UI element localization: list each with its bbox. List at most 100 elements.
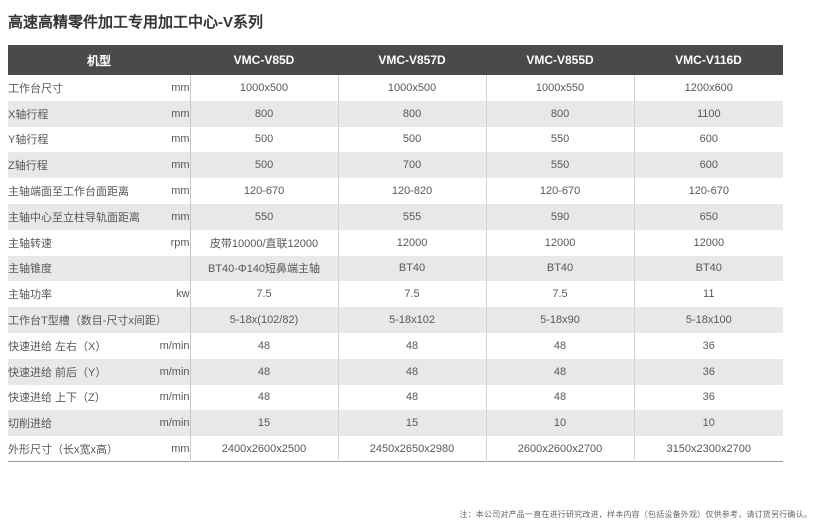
spec-value: 5-18x102 [338, 307, 487, 333]
spec-value: 120-670 [486, 178, 635, 204]
header-model-vmc-v85d: VMC-V85D [190, 45, 339, 75]
spec-value: BT40 [634, 255, 784, 282]
spec-value: 550 [190, 203, 339, 230]
row-label: 快速进给 前后（Y） [8, 358, 150, 385]
row-label: 快速进给 上下（Z） [8, 384, 150, 411]
spec-value: 48 [486, 384, 635, 411]
spec-value: 48 [190, 358, 339, 385]
spec-value: BT40 [486, 255, 635, 282]
table-row: 主轴功率 kw 7.5 7.5 7.5 11 [8, 281, 784, 308]
spec-value: 555 [338, 203, 487, 230]
table-row: 主轴转速 rpm 皮带10000/直联12000 12000 12000 12000 [8, 229, 784, 256]
row-unit [150, 255, 191, 282]
header-model-vmc-v855d: VMC-V855D [486, 45, 635, 75]
spec-value: 5-18x(102/82) [190, 307, 339, 333]
spec-value: 120-820 [338, 178, 487, 204]
spec-value: 12000 [338, 229, 487, 256]
row-unit: mm [150, 178, 191, 204]
row-unit: mm [150, 126, 191, 153]
spec-value: 36 [634, 332, 784, 359]
spec-table-body: 工作台尺寸 mm 1000x500 1000x500 1000x550 1200x600 X… [8, 75, 784, 462]
spec-value: 48 [190, 332, 339, 359]
spec-value: 48 [486, 358, 635, 385]
spec-value: 590 [486, 203, 635, 230]
row-label: 主轴转速 [8, 229, 150, 256]
spec-value: BT40-Φ140短鼻端主轴 [190, 255, 339, 282]
spec-value: 36 [634, 384, 784, 411]
spec-value: 550 [486, 126, 635, 153]
spec-value: 120-670 [634, 178, 784, 204]
spec-value: 7.5 [190, 281, 339, 308]
row-unit: mm [150, 75, 191, 101]
spec-value: 11 [634, 281, 784, 308]
spec-value: 800 [338, 100, 487, 127]
spec-value: 48 [190, 384, 339, 411]
spec-value: 5-18x90 [486, 307, 635, 333]
table-row: Y轴行程 mm 500 500 550 600 [8, 126, 784, 153]
spec-value: 皮带10000/直联12000 [190, 229, 339, 256]
spec-value: 800 [486, 100, 635, 127]
spec-value: 7.5 [486, 281, 635, 308]
spec-value: 500 [338, 126, 487, 153]
spec-value: 12000 [486, 229, 635, 256]
row-unit: kw [150, 281, 191, 308]
row-label: X轴行程 [8, 100, 150, 127]
table-row: 切削进给 m/min 15 15 10 10 [8, 410, 784, 437]
table-row: 主轴锥度 BT40-Φ140短鼻端主轴 BT40 BT40 BT40 [8, 255, 784, 282]
spec-value: 600 [634, 126, 784, 153]
spec-value: 48 [486, 332, 635, 359]
row-unit [150, 307, 191, 333]
spec-value: 550 [486, 152, 635, 179]
table-row: 主轴中心至立柱导轨面距离 mm 550 555 590 650 [8, 203, 784, 230]
spec-value: 1000x500 [338, 75, 487, 101]
spec-value: 1200x600 [634, 75, 784, 101]
spec-value: 7.5 [338, 281, 487, 308]
spec-value: 1100 [634, 100, 784, 127]
spec-value: 700 [338, 152, 487, 179]
spec-value: 3150x2300x2700 [634, 436, 784, 462]
spec-value: 48 [338, 332, 487, 359]
spec-table: 机型 VMC-V85D VMC-V857D VMC-V855D VMC-V116… [8, 45, 784, 463]
table-row: Z轴行程 mm 500 700 550 600 [8, 152, 784, 179]
spec-value: 600 [634, 152, 784, 179]
table-row: 外形尺寸（长x宽x高） mm 2400x2600x2500 2450x2650x298… [8, 436, 784, 462]
spec-value: 12000 [634, 229, 784, 256]
spec-value: 120-670 [190, 178, 339, 204]
row-unit: m/min [150, 332, 191, 359]
spec-value: 2600x2600x2700 [486, 436, 635, 462]
row-unit: mm [150, 436, 191, 462]
spec-value: 500 [190, 152, 339, 179]
spec-value: 500 [190, 126, 339, 153]
spec-value: 15 [190, 410, 339, 437]
header-model-label: 机型 [8, 45, 191, 75]
spec-value: 5-18x100 [634, 307, 784, 333]
row-unit: mm [150, 100, 191, 127]
spec-value: 650 [634, 203, 784, 230]
row-label: 主轴功率 [8, 281, 150, 308]
spec-value: BT40 [338, 255, 487, 282]
table-row: 工作台T型槽（数目-尺寸x间距） 5-18x(102/82) 5-18x102 5-1… [8, 307, 784, 333]
row-label: 快速进给 左右（X） [8, 332, 150, 359]
row-label: 主轴锥度 [8, 255, 150, 282]
spec-value: 800 [190, 100, 339, 127]
row-label: 工作台尺寸 [8, 75, 150, 101]
spec-value: 48 [338, 358, 487, 385]
spec-value: 10 [634, 410, 784, 437]
row-label: Y轴行程 [8, 126, 150, 153]
row-label: 外形尺寸（长x宽x高） [8, 436, 150, 462]
row-unit: mm [150, 152, 191, 179]
row-label: 主轴中心至立柱导轨面距离 [8, 203, 150, 230]
header-model-vmc-v857d: VMC-V857D [338, 45, 487, 75]
spec-value: 36 [634, 358, 784, 385]
row-label: 工作台T型槽（数目-尺寸x间距） [8, 307, 167, 333]
row-unit: mm [150, 203, 191, 230]
spec-value: 15 [338, 410, 487, 437]
table-row: 快速进给 上下（Z） m/min 48 48 48 36 [8, 384, 784, 411]
table-row: 工作台尺寸 mm 1000x500 1000x500 1000x550 1200x600 [8, 75, 784, 101]
row-unit: m/min [150, 384, 191, 411]
spec-value: 1000x500 [190, 75, 339, 101]
table-row: X轴行程 mm 800 800 800 1100 [8, 100, 784, 127]
spec-value: 10 [486, 410, 635, 437]
header-model-vmc-v116d: VMC-V116D [634, 45, 784, 75]
